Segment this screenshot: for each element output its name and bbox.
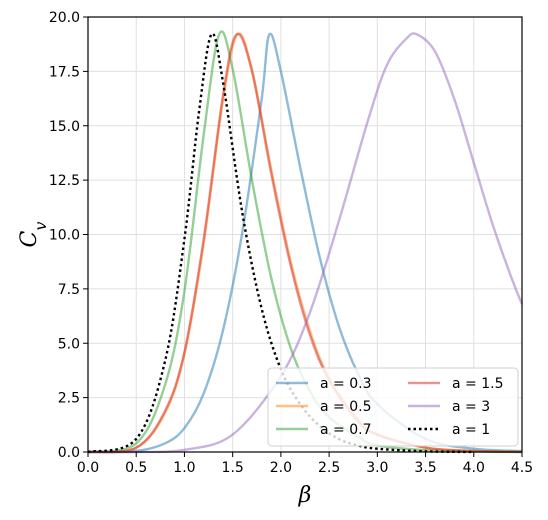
y-tick-label: 5.0 — [58, 336, 80, 352]
legend-label: a = 1 — [452, 422, 490, 438]
series-line-a1 — [87, 32, 474, 454]
x-axis-label: β — [298, 483, 312, 508]
y-tick-label: 20.0 — [49, 10, 80, 26]
y-tick-label: 15.0 — [49, 119, 80, 135]
y-axis-label: Cv — [17, 222, 50, 248]
x-tick-label: 2.0 — [270, 460, 292, 476]
y-tick-label: 12.5 — [49, 173, 80, 189]
x-tick-label: 3.5 — [414, 460, 436, 476]
x-tick-label: 4.0 — [463, 460, 485, 476]
y-axis-label-sub: v — [31, 222, 50, 231]
y-tick-label: 2.5 — [58, 391, 80, 407]
x-tick-label: 2.5 — [318, 460, 340, 476]
legend-label: a = 0.7 — [320, 422, 371, 438]
y-tick-label: 0.0 — [58, 445, 80, 461]
legend-label: a = 0.3 — [320, 376, 371, 392]
legend-label: a = 3 — [452, 399, 490, 415]
ticks: 0.0 0.5 1.0 1.5 2.0 2.5 3.0 3.5 4.0 4.5 0.0 2.5 5.0 7… — [49, 10, 533, 476]
x-tick-label: 1.5 — [222, 460, 244, 476]
x-tick-label: 3.0 — [366, 460, 388, 476]
legend-label: a = 0.5 — [320, 399, 371, 415]
x-tick-label: 0.0 — [77, 460, 99, 476]
legend-label: a = 1.5 — [452, 376, 503, 392]
series-line-a3 — [87, 32, 524, 454]
x-tick-label: 0.5 — [125, 460, 147, 476]
y-tick-label: 10.0 — [49, 228, 80, 244]
x-tick-label: 1.0 — [173, 460, 195, 476]
y-axis-label-main: C — [17, 230, 42, 247]
x-tick-label: 4.5 — [511, 460, 533, 476]
y-tick-label: 17.5 — [49, 64, 80, 80]
y-tick-label: 7.5 — [58, 282, 80, 298]
legend: a = 0.3 a = 0.5 a = 0.7 a = 1.5 a = 3 a = 1 — [267, 367, 519, 447]
legend-box — [267, 367, 519, 447]
